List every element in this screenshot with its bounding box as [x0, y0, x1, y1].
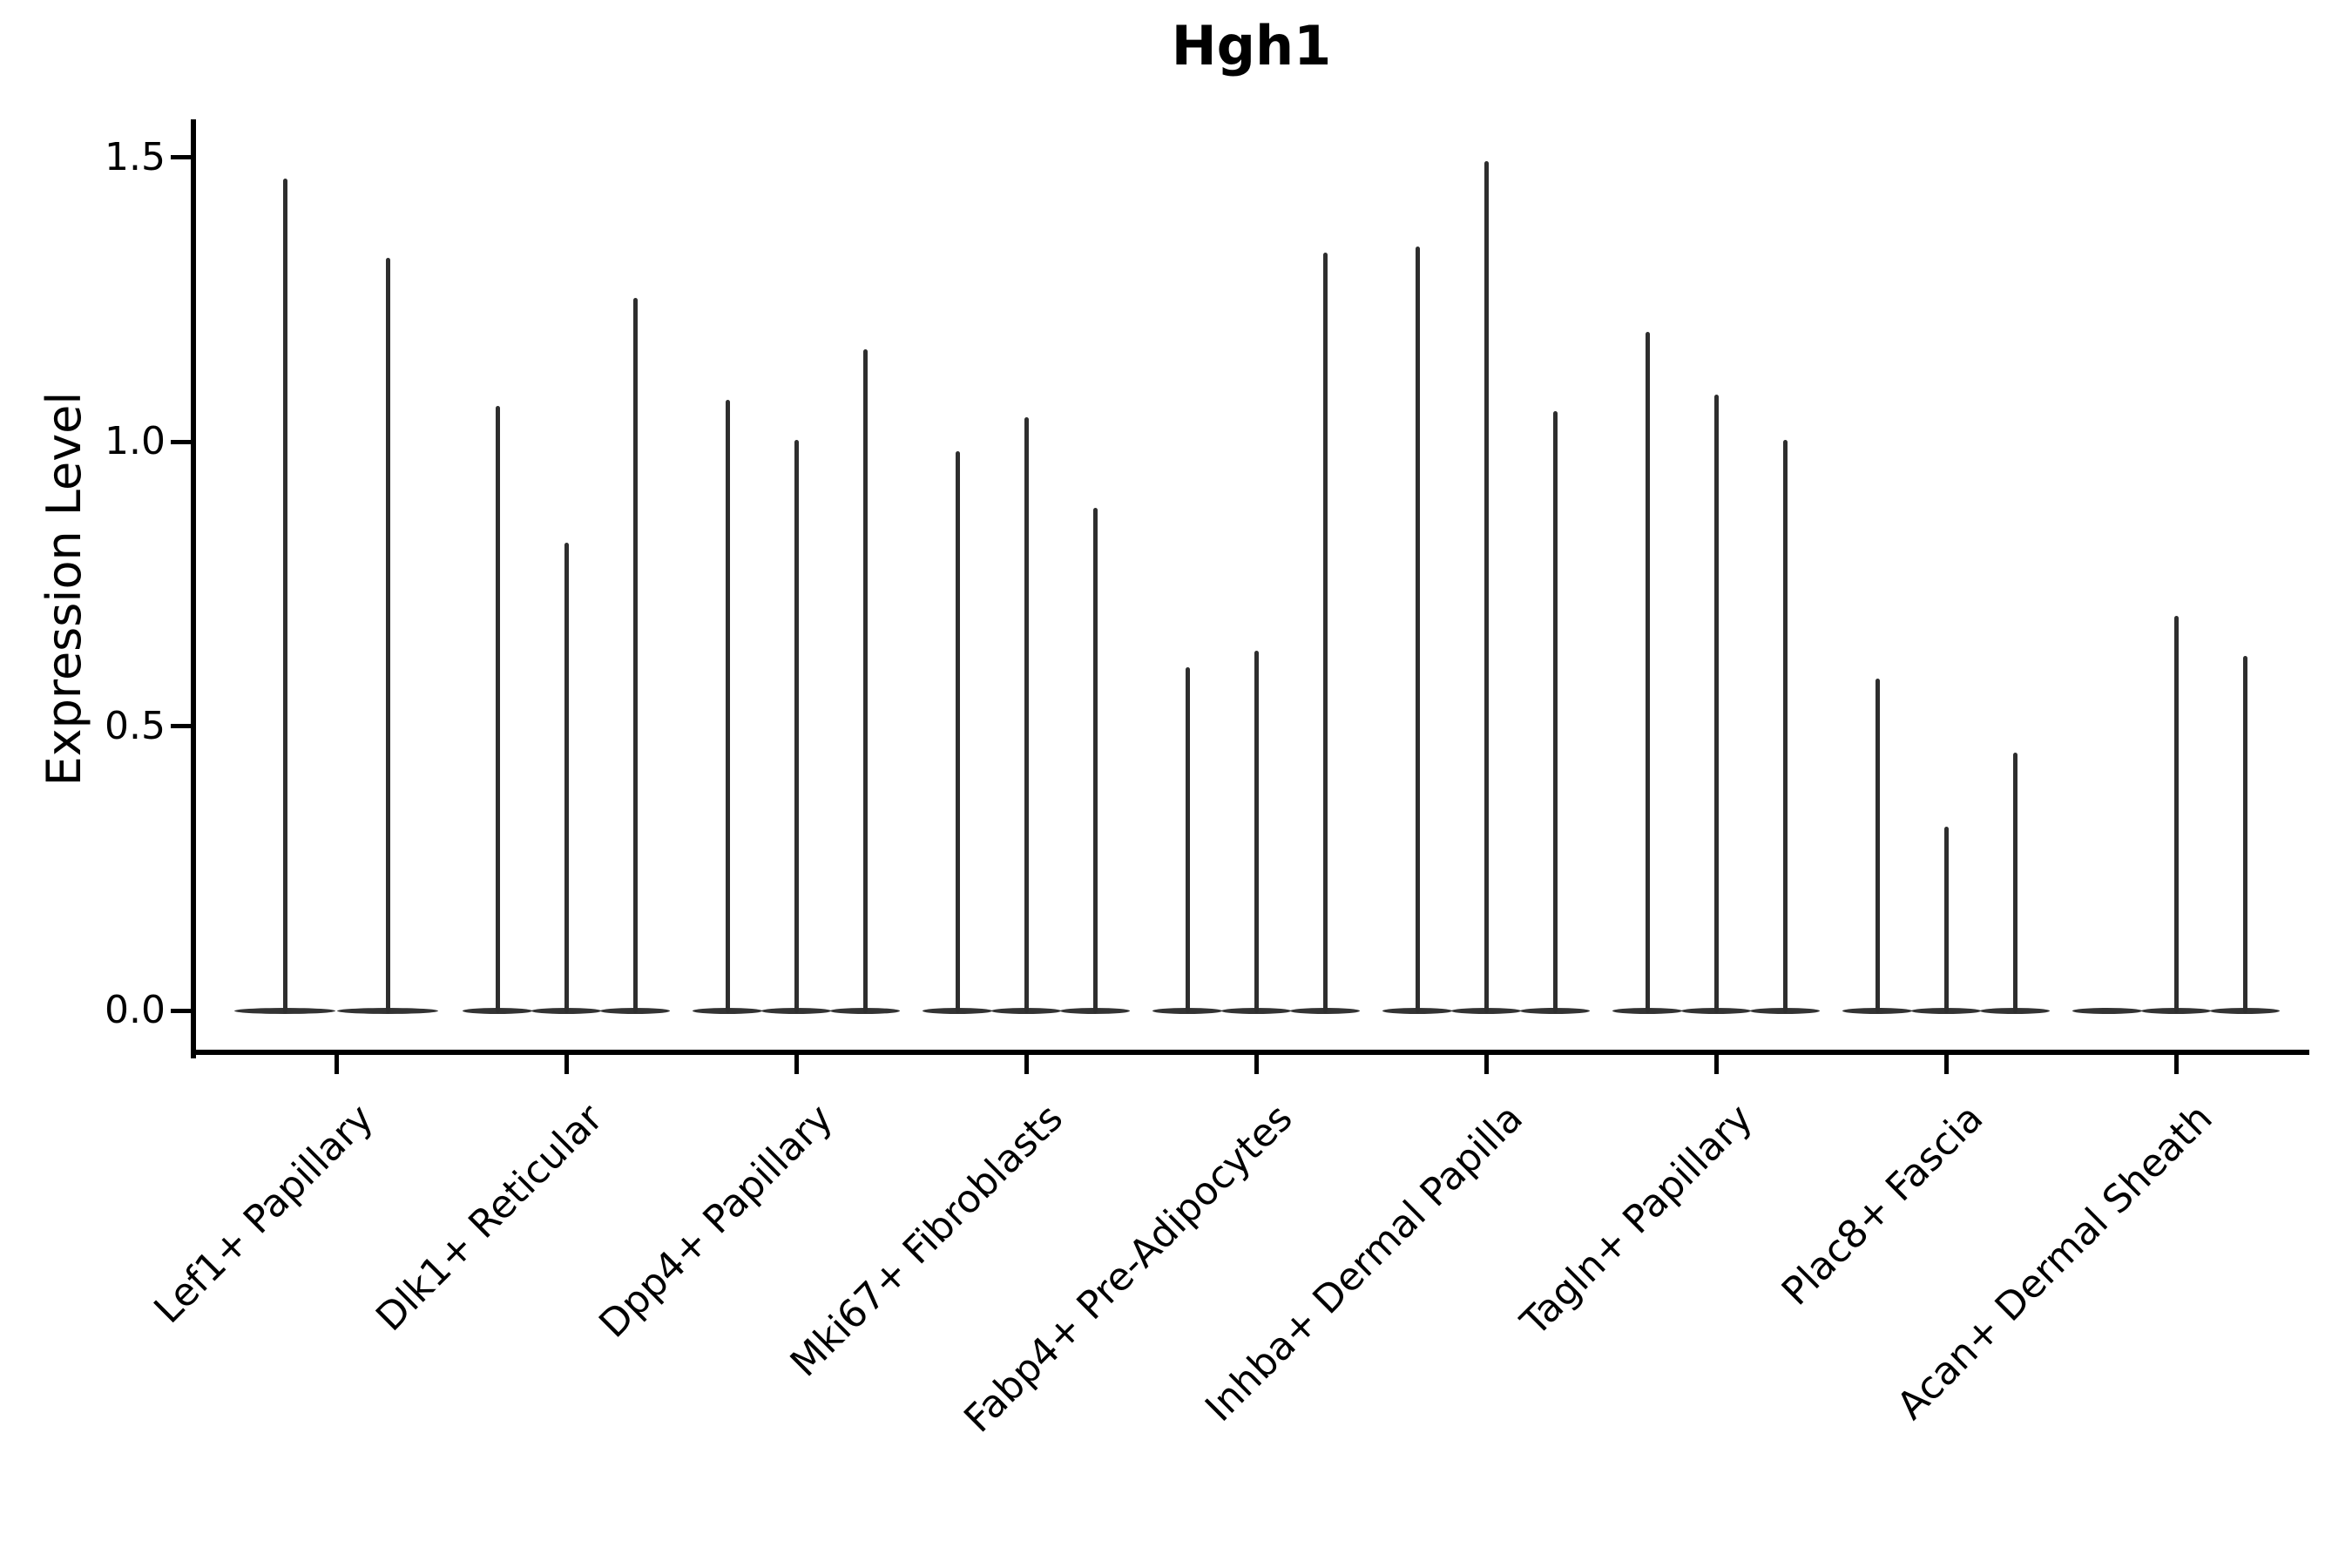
x-tick-mark	[1484, 1055, 1489, 1074]
violin-needle	[2173, 616, 2179, 1013]
violin-needle	[1875, 679, 1880, 1013]
x-tick-mark	[564, 1055, 569, 1074]
x-axis-spine	[191, 1050, 2309, 1055]
violin-needle	[385, 258, 390, 1013]
violin-needle	[955, 451, 960, 1013]
y-tick-mark	[171, 155, 193, 159]
violin-needle	[1024, 416, 1029, 1013]
violin-needle	[1943, 827, 1949, 1013]
violin-needle	[862, 348, 868, 1013]
x-tick-mark	[334, 1055, 339, 1074]
x-tick-mark	[1254, 1055, 1259, 1074]
x-tick-mark	[1943, 1055, 1949, 1074]
y-tick-mark	[171, 439, 193, 444]
violin-needle	[2242, 656, 2247, 1013]
x-tick-mark	[794, 1055, 799, 1074]
x-tick-mark	[1713, 1055, 1719, 1074]
x-tick-label: Dpp4+ Papillary	[591, 1096, 842, 1347]
violin-needle	[1713, 394, 1719, 1013]
violin-needle	[1322, 252, 1328, 1013]
violin-needle	[1092, 508, 1098, 1013]
violin-needle	[1185, 667, 1190, 1013]
x-tick-mark	[2173, 1055, 2179, 1074]
violin-needle	[1415, 246, 1420, 1013]
y-tick-label: 0.5	[105, 703, 166, 748]
y-tick-label: 0.0	[105, 988, 166, 1032]
x-tick-label: Plac8+ Fascia	[1773, 1096, 1992, 1315]
x-tick-label: Dlk1+ Reticular	[368, 1096, 612, 1340]
violin-needle	[1484, 161, 1489, 1013]
violin-base	[2072, 1007, 2142, 1014]
violin-needle	[1552, 411, 1558, 1013]
y-tick-label: 1.0	[105, 419, 166, 463]
violin-needle	[2012, 753, 2017, 1013]
y-tick-mark	[171, 1008, 193, 1013]
y-tick-mark	[171, 724, 193, 728]
violin-needle	[1645, 331, 1650, 1013]
violin-needle	[282, 178, 287, 1013]
violin-needle	[725, 400, 730, 1013]
y-axis-spine	[191, 119, 196, 1058]
violin-needle	[632, 297, 638, 1013]
violin-needle	[794, 440, 799, 1013]
x-tick-label: Lef1+ Papillary	[145, 1096, 382, 1333]
x-tick-label: Tagln+ Papillary	[1512, 1096, 1762, 1345]
violin-needle	[1782, 440, 1788, 1013]
y-tick-label: 1.5	[105, 134, 166, 179]
x-tick-mark	[1024, 1055, 1029, 1074]
violin-needle	[1254, 650, 1259, 1013]
violin-needle	[495, 405, 500, 1013]
violin-needle	[564, 542, 569, 1013]
chart-title: Hgh1	[1171, 14, 1332, 78]
